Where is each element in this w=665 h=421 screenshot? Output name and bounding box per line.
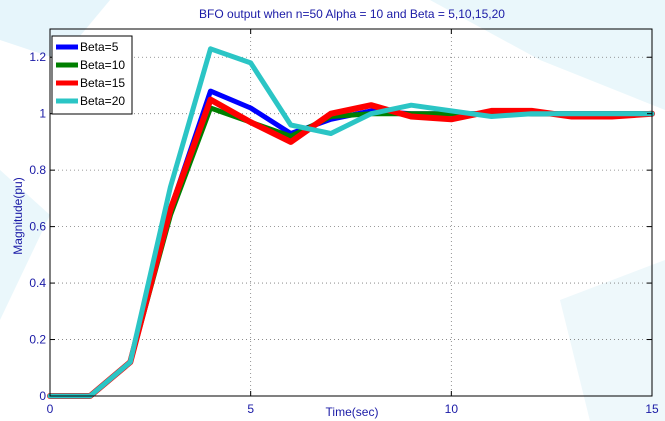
series-line-beta-20: [47, 46, 655, 399]
y-tick-label: 1.2: [29, 50, 46, 64]
background-shape-3: [0, 170, 50, 320]
series-lines: [47, 46, 655, 399]
y-tick-label: 0.8: [29, 163, 46, 177]
legend-entry: Beta=15: [80, 76, 125, 90]
background-shape-1: [0, 0, 110, 60]
x-tick-label: 0: [47, 402, 54, 416]
legend-entry: Beta=5: [80, 40, 119, 54]
y-tick-label: 0: [39, 389, 46, 403]
legend-entry: Beta=20: [80, 94, 125, 108]
legend: Beta=5 Beta=10 Beta=15 Beta=20: [51, 35, 133, 115]
series-line-beta-5: [47, 88, 655, 399]
series-line-beta-10: [47, 105, 655, 399]
y-axis-label: Magnitude(pu): [11, 177, 25, 254]
background-shape-2: [430, 0, 665, 110]
legend-entry: Beta=10: [80, 58, 125, 72]
y-tick-label: 0.6: [29, 220, 46, 234]
x-tick-label: 15: [645, 402, 659, 416]
plot-frame: [49, 28, 653, 397]
x-tick-label: 5: [247, 402, 254, 416]
tick-labels: 0 5 10 15 0 0.2 0.4 0.6 0.8 1 1.2: [29, 29, 659, 416]
x-axis-label: Time(sec): [326, 405, 379, 419]
y-tick-label: 0.4: [29, 276, 46, 290]
background-shape-4: [560, 260, 665, 421]
y-tick-label: 1: [39, 107, 46, 121]
y-tick-label: 0.2: [29, 333, 46, 347]
chart-title: BFO output when n=50 Alpha = 10 and Beta…: [199, 7, 505, 21]
x-tick-label: 10: [445, 402, 459, 416]
series-line-beta-15: [47, 96, 655, 399]
grid: [50, 29, 652, 396]
